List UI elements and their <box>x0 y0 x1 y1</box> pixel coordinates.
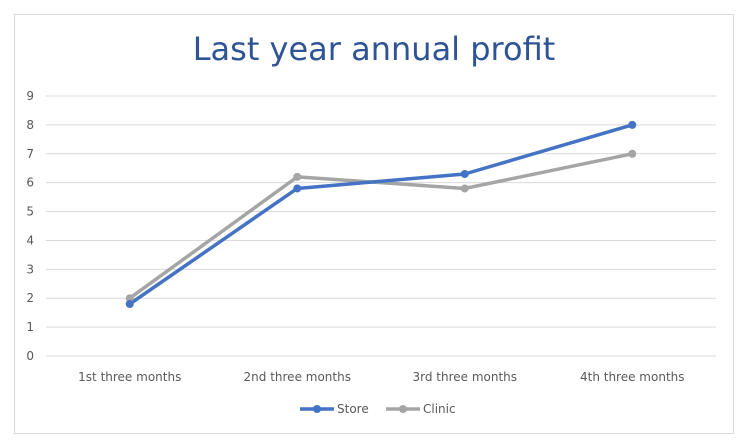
data-point-clinic <box>628 149 637 158</box>
data-point-store <box>460 170 469 178</box>
legend-label-store: Store <box>337 402 369 416</box>
legend: Store Clinic <box>300 402 456 416</box>
y-tick-label: 3 <box>26 262 34 276</box>
y-tick-label: 6 <box>26 176 34 190</box>
legend-marker-clinic <box>399 405 407 413</box>
y-tick-label: 0 <box>26 349 34 363</box>
y-tick-label: 7 <box>26 147 34 161</box>
y-tick-label: 8 <box>26 118 34 132</box>
y-axis-labels: 0 1 2 3 4 5 6 7 8 9 <box>26 89 34 363</box>
series-lines <box>128 123 634 306</box>
data-point-clinic <box>460 184 469 193</box>
y-tick-label: 5 <box>26 205 34 219</box>
data-point-store <box>628 120 637 129</box>
gridlines <box>46 95 716 357</box>
data-point-store <box>125 300 134 308</box>
x-axis-labels: 1st three months 2nd three months 3rd thre… <box>78 370 684 384</box>
x-tick-label: 1st three months <box>78 370 181 384</box>
y-tick-label: 1 <box>26 320 34 334</box>
x-tick-label: 4th three months <box>580 370 685 384</box>
y-tick-label: 4 <box>26 233 34 247</box>
chart-title: Last year annual profit <box>192 30 556 68</box>
data-point-store <box>293 184 302 193</box>
series-line-store <box>128 123 634 306</box>
y-tick-label: 9 <box>26 89 34 103</box>
x-tick-label: 3rd three months <box>412 370 517 384</box>
series-points <box>125 120 637 308</box>
series-line-clinic <box>128 152 634 300</box>
legend-marker-store <box>313 405 321 413</box>
x-tick-label: 2nd three months <box>244 370 351 384</box>
data-point-clinic <box>125 294 134 303</box>
chart-frame <box>14 14 734 434</box>
data-point-clinic <box>293 172 302 181</box>
y-tick-label: 2 <box>26 291 34 305</box>
legend-label-clinic: Clinic <box>423 402 456 416</box>
